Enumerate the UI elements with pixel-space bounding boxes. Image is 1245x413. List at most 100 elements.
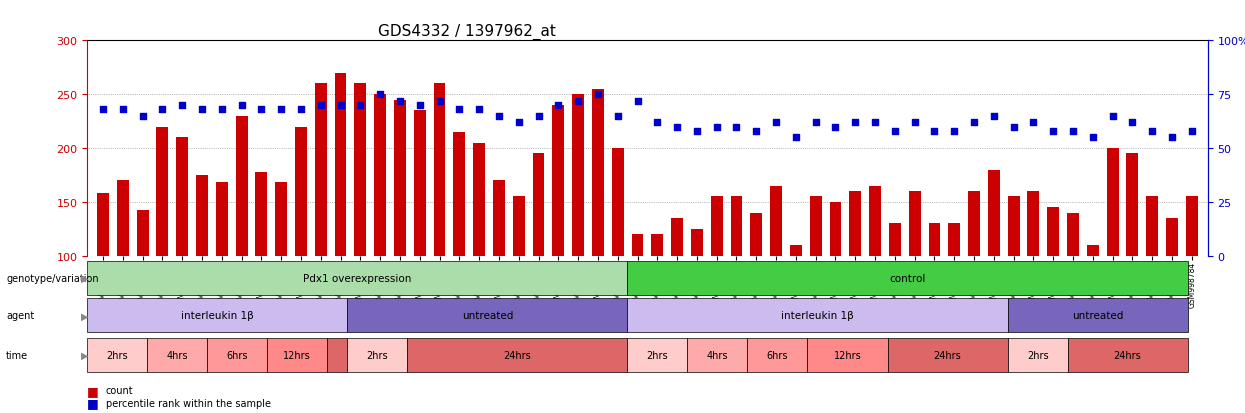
Bar [335, 74, 346, 256]
Bar [493, 181, 505, 256]
Bar [611, 149, 624, 256]
Bar [1167, 218, 1178, 256]
Point [905, 120, 925, 126]
Bar [1087, 245, 1099, 256]
Bar [157, 127, 168, 256]
Point [232, 102, 251, 109]
Text: 12hrs: 12hrs [834, 350, 862, 360]
Point [1182, 128, 1201, 135]
Bar [533, 154, 544, 256]
Text: 6hrs: 6hrs [767, 350, 788, 360]
Bar [987, 170, 1000, 256]
Bar [177, 138, 188, 256]
Point [667, 124, 687, 131]
Text: GDS4332 / 1397962_at: GDS4332 / 1397962_at [378, 24, 557, 40]
Point [430, 98, 449, 105]
Bar [751, 213, 762, 256]
Point [746, 128, 766, 135]
Text: 4hrs: 4hrs [167, 350, 188, 360]
Text: ▶: ▶ [81, 311, 88, 320]
Bar [355, 84, 366, 256]
Text: untreated: untreated [462, 311, 513, 320]
Point [172, 102, 192, 109]
Bar [513, 197, 524, 256]
Text: genotype/variation: genotype/variation [6, 273, 98, 283]
Point [647, 120, 667, 126]
Point [627, 98, 647, 105]
Text: 4hrs: 4hrs [707, 350, 728, 360]
Text: 2hrs: 2hrs [1027, 350, 1048, 360]
Bar [275, 183, 288, 256]
Text: 24hrs: 24hrs [1114, 350, 1142, 360]
Point [608, 113, 627, 120]
Point [271, 107, 291, 113]
Bar [691, 229, 703, 256]
Bar [869, 186, 881, 256]
Point [331, 102, 351, 109]
Text: percentile rank within the sample: percentile rank within the sample [106, 398, 271, 408]
Bar [215, 183, 228, 256]
Text: 24hrs: 24hrs [934, 350, 961, 360]
Point [469, 107, 489, 113]
Bar [829, 202, 842, 256]
Point [1123, 120, 1143, 126]
Bar [235, 116, 248, 256]
Text: interleukin 1β: interleukin 1β [781, 311, 854, 320]
Text: agent: agent [6, 311, 35, 320]
Bar [553, 106, 564, 256]
Point [1003, 124, 1023, 131]
Bar [97, 194, 108, 256]
Bar [789, 245, 802, 256]
Bar [969, 192, 980, 256]
Point [113, 107, 133, 113]
Text: 2hrs: 2hrs [366, 350, 388, 360]
Point [1063, 128, 1083, 135]
Text: 12hrs: 12hrs [284, 350, 311, 360]
Point [925, 128, 945, 135]
Bar [849, 192, 862, 256]
Point [944, 128, 964, 135]
Bar [1027, 192, 1040, 256]
Point [489, 113, 509, 120]
Bar [195, 176, 208, 256]
Point [1083, 135, 1103, 141]
Bar [255, 172, 268, 256]
Point [707, 124, 727, 131]
Point [251, 107, 271, 113]
Point [212, 107, 232, 113]
Bar [413, 111, 426, 256]
Point [1142, 128, 1162, 135]
Text: 2hrs: 2hrs [646, 350, 669, 360]
Point [766, 120, 786, 126]
Point [687, 128, 707, 135]
Bar [711, 197, 722, 256]
Point [509, 120, 529, 126]
Text: control: control [889, 273, 926, 283]
Bar [1147, 197, 1158, 256]
Text: interleukin 1β: interleukin 1β [181, 311, 254, 320]
Point [727, 124, 747, 131]
Point [370, 92, 390, 98]
Bar [375, 95, 386, 256]
Bar [137, 211, 148, 256]
Point [845, 120, 865, 126]
Bar [1107, 149, 1118, 256]
Point [291, 107, 311, 113]
Text: ▶: ▶ [81, 273, 88, 283]
Bar [573, 95, 584, 256]
Text: Pdx1 overexpression: Pdx1 overexpression [303, 273, 411, 283]
Text: count: count [106, 385, 133, 395]
Point [529, 113, 549, 120]
Point [1043, 128, 1063, 135]
Text: 2hrs: 2hrs [106, 350, 128, 360]
Bar [771, 186, 782, 256]
Point [390, 98, 410, 105]
Bar [949, 224, 960, 256]
Bar [929, 224, 940, 256]
Bar [295, 127, 308, 256]
Point [984, 113, 1003, 120]
Bar [889, 224, 901, 256]
Point [192, 107, 212, 113]
Point [133, 113, 153, 120]
Point [806, 120, 825, 126]
